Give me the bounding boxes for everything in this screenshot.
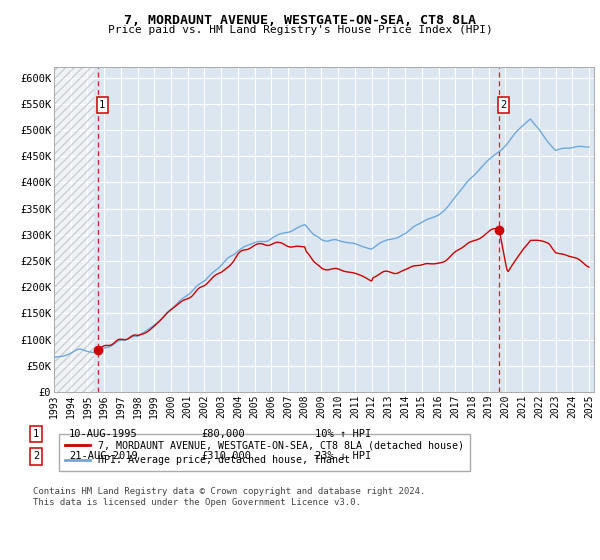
Text: 21-AUG-2019: 21-AUG-2019 (69, 451, 138, 461)
Text: 1: 1 (99, 100, 106, 110)
Text: 1: 1 (33, 429, 39, 439)
Text: 2: 2 (500, 100, 506, 110)
Text: £310,000: £310,000 (201, 451, 251, 461)
Text: £80,000: £80,000 (201, 429, 245, 439)
Text: Contains HM Land Registry data © Crown copyright and database right 2024.
This d: Contains HM Land Registry data © Crown c… (33, 487, 425, 507)
Text: Price paid vs. HM Land Registry's House Price Index (HPI): Price paid vs. HM Land Registry's House … (107, 25, 493, 35)
Text: 10-AUG-1995: 10-AUG-1995 (69, 429, 138, 439)
Text: 7, MORDAUNT AVENUE, WESTGATE-ON-SEA, CT8 8LA: 7, MORDAUNT AVENUE, WESTGATE-ON-SEA, CT8… (124, 14, 476, 27)
Text: 2: 2 (33, 451, 39, 461)
Legend: 7, MORDAUNT AVENUE, WESTGATE-ON-SEA, CT8 8LA (detached house), HPI: Average pric: 7, MORDAUNT AVENUE, WESTGATE-ON-SEA, CT8… (59, 435, 470, 472)
Text: 23% ↓ HPI: 23% ↓ HPI (315, 451, 371, 461)
Text: 10% ↑ HPI: 10% ↑ HPI (315, 429, 371, 439)
Polygon shape (54, 67, 94, 392)
